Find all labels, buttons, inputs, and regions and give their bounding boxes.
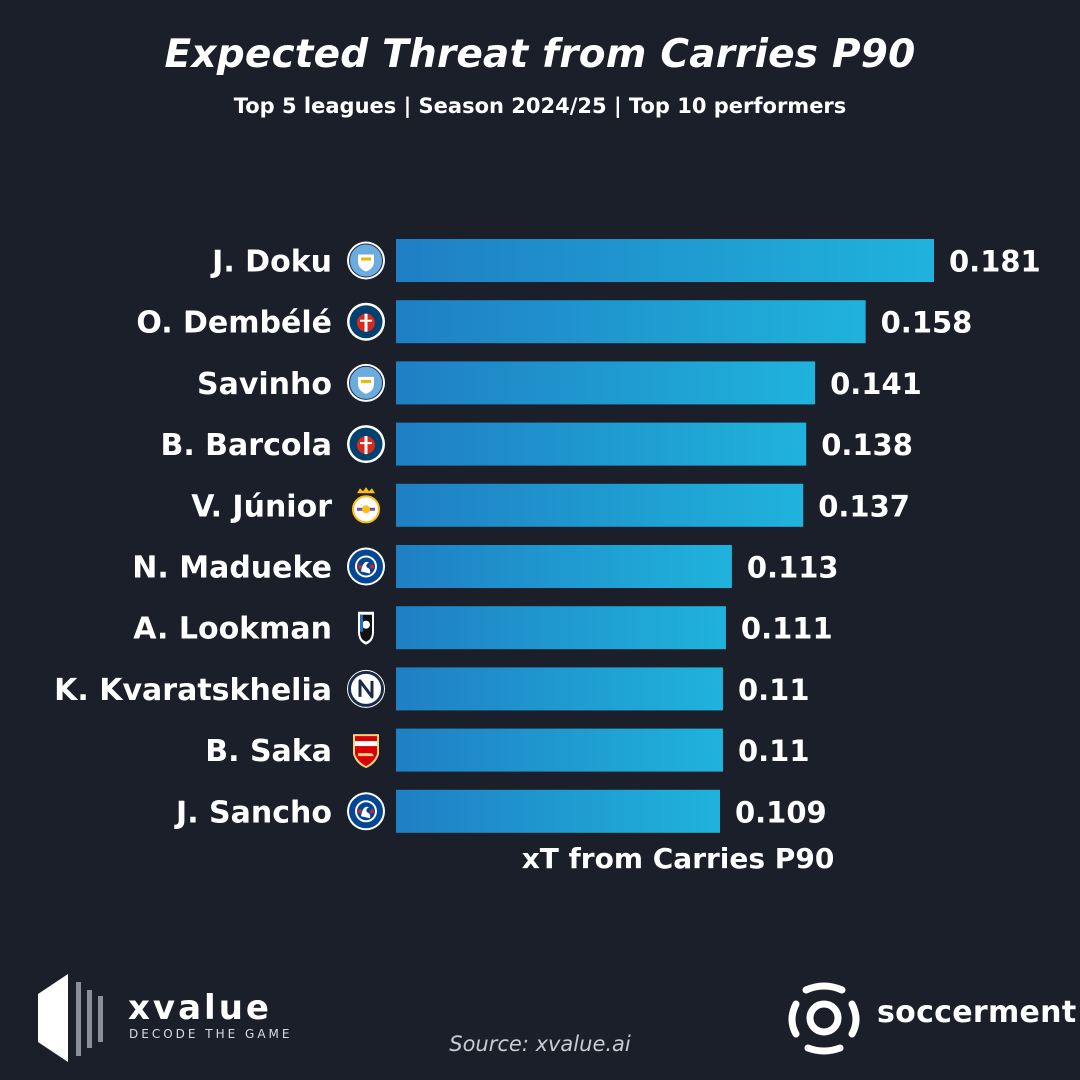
atalanta-badge-icon bbox=[358, 611, 374, 645]
chelsea-badge-icon bbox=[347, 792, 385, 831]
psg-badge-icon bbox=[347, 302, 385, 341]
player-name-label: A. Lookman bbox=[133, 612, 332, 647]
value-label: 0.181 bbox=[949, 245, 1041, 279]
bar bbox=[396, 239, 934, 282]
xvalue-brand-tagline: DECODE THE GAME bbox=[129, 1027, 293, 1041]
napoli-badge-icon bbox=[347, 669, 385, 708]
value-label: 0.11 bbox=[738, 734, 810, 768]
bar bbox=[396, 422, 807, 466]
player-name-label: K. Kvaratskhelia bbox=[54, 673, 332, 708]
manchester-city-badge-icon bbox=[347, 363, 385, 402]
player-name-label: Savinho bbox=[197, 367, 332, 402]
value-label: 0.113 bbox=[747, 551, 839, 585]
player-name-label: J. Sancho bbox=[174, 795, 332, 830]
value-label: 0.111 bbox=[741, 612, 833, 646]
psg-badge-icon bbox=[347, 425, 385, 464]
value-label: 0.158 bbox=[881, 306, 973, 340]
value-label: 0.138 bbox=[821, 428, 913, 462]
player-name-label: B. Saka bbox=[205, 734, 332, 769]
manchester-city-badge-icon bbox=[347, 241, 385, 280]
chart-subtitle: Top 5 leagues | Season 2024/25 | Top 10 … bbox=[233, 94, 847, 118]
value-label: 0.137 bbox=[818, 489, 910, 523]
bar bbox=[396, 361, 816, 405]
bar bbox=[396, 483, 804, 527]
arsenal-badge-icon bbox=[353, 734, 379, 769]
bar bbox=[396, 545, 732, 588]
xvalue-logo-icon bbox=[38, 974, 103, 1062]
source-note: Source: xvalue.ai bbox=[449, 1032, 631, 1056]
xvalue-brand-name: xvalue bbox=[128, 988, 272, 1028]
soccerment-brand-name: soccerment bbox=[877, 995, 1077, 1030]
player-name-label: N. Madueke bbox=[132, 551, 332, 586]
player-name-label: V. Júnior bbox=[191, 489, 332, 524]
player-name-label: O. Dembélé bbox=[136, 306, 332, 341]
chelsea-badge-icon bbox=[347, 547, 385, 586]
player-name-label: J. Doku bbox=[210, 245, 332, 280]
chart-title: Expected Threat from Carries P90 bbox=[164, 32, 916, 77]
value-label: 0.11 bbox=[738, 673, 810, 707]
bar bbox=[396, 300, 866, 344]
x-axis-label: xT from Carries P90 bbox=[522, 842, 835, 875]
player-name-label: B. Barcola bbox=[160, 428, 332, 463]
bar bbox=[396, 789, 720, 833]
bar bbox=[396, 667, 723, 711]
bar bbox=[396, 606, 726, 650]
bar bbox=[396, 728, 723, 772]
real-madrid-badge-icon bbox=[352, 487, 380, 524]
soccerment-logo-icon bbox=[788, 982, 860, 1055]
value-label: 0.141 bbox=[830, 367, 922, 401]
value-label: 0.109 bbox=[735, 795, 827, 829]
